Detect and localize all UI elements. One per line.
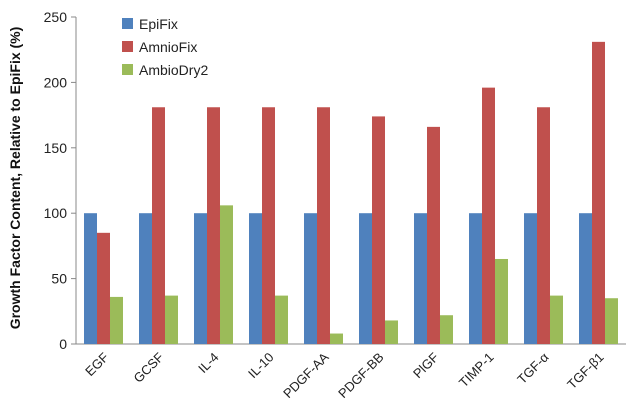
legend-swatch-amniofix (122, 41, 133, 52)
x-tick-label: PDGF-BB (335, 350, 386, 401)
bar-ambiodry2-4 (330, 333, 343, 344)
bar-epifix-3 (249, 213, 262, 344)
bar-epifix-1 (139, 213, 152, 344)
bar-ambiodry2-6 (440, 315, 453, 344)
bar-epifix-4 (304, 213, 317, 344)
bar-amniofix-5 (372, 116, 385, 345)
y-tick-label: 150 (44, 140, 68, 156)
bar-epifix-7 (469, 213, 482, 344)
legend-label-epifix: EpiFix (139, 16, 178, 32)
bar-epifix-9 (579, 213, 592, 344)
y-tick-label: 50 (51, 271, 67, 287)
x-tick-label: EGF (82, 349, 112, 379)
bar-epifix-8 (524, 213, 537, 344)
bar-amniofix-0 (97, 232, 110, 344)
y-axis-ticks: 0 50 100 150 200 250 (44, 9, 76, 352)
x-tick-label: PDGF-AA (280, 349, 332, 401)
bar-amniofix-6 (427, 126, 440, 344)
y-tick-label: 200 (44, 74, 68, 90)
bar-ambiodry2-3 (275, 295, 288, 344)
bars-group (84, 41, 618, 345)
y-tick-label: 0 (59, 336, 67, 352)
x-tick-label: GCSF (130, 349, 166, 385)
bar-amniofix-4 (317, 107, 330, 344)
legend-label-ambiodry2: AmbioDry2 (139, 62, 208, 78)
x-axis-labels: EGF GCSF IL-4 IL-10 PDGF-AA PDGF-BB PlGF TIMP-1… (82, 349, 607, 401)
bar-amniofix-2 (207, 107, 220, 344)
y-tick-label: 100 (44, 205, 68, 221)
bar-ambiodry2-0 (110, 296, 123, 344)
legend-label-amniofix: AmnioFix (139, 39, 197, 55)
bar-amniofix-1 (152, 107, 165, 344)
y-tick-label: 250 (44, 9, 68, 25)
bar-ambiodry2-8 (550, 295, 563, 344)
bar-epifix-5 (359, 213, 372, 344)
legend-swatch-ambiodry2 (122, 64, 133, 75)
x-tick-label: TGF-β1 (564, 350, 606, 392)
y-axis-title: Growth Factor Content, Relative to EpiFi… (7, 27, 23, 330)
bar-ambiodry2-5 (385, 320, 398, 344)
x-tick-label: IL-10 (245, 350, 277, 382)
bar-epifix-6 (414, 213, 427, 344)
bar-ambiodry2-7 (495, 258, 508, 344)
bar-epifix-2 (194, 213, 207, 344)
bar-amniofix-3 (262, 107, 275, 344)
x-tick-label: IL-4 (195, 350, 221, 376)
x-tick-label: TIMP-1 (456, 350, 497, 391)
bar-epifix-0 (84, 213, 97, 344)
legend-swatch-epifix (122, 18, 133, 29)
x-tick-label: TGF-α (514, 349, 552, 387)
x-tick-label: PlGF (410, 349, 442, 381)
bar-amniofix-7 (482, 87, 495, 344)
legend: EpiFix AmnioFix AmbioDry2 (122, 16, 208, 78)
bar-amniofix-8 (537, 107, 550, 344)
bar-ambiodry2-1 (165, 295, 178, 344)
bar-ambiodry2-2 (220, 205, 233, 344)
y-axis-title-group: Growth Factor Content, Relative to EpiFi… (7, 27, 23, 330)
bar-amniofix-9 (592, 41, 605, 345)
bar-ambiodry2-9 (605, 298, 618, 344)
